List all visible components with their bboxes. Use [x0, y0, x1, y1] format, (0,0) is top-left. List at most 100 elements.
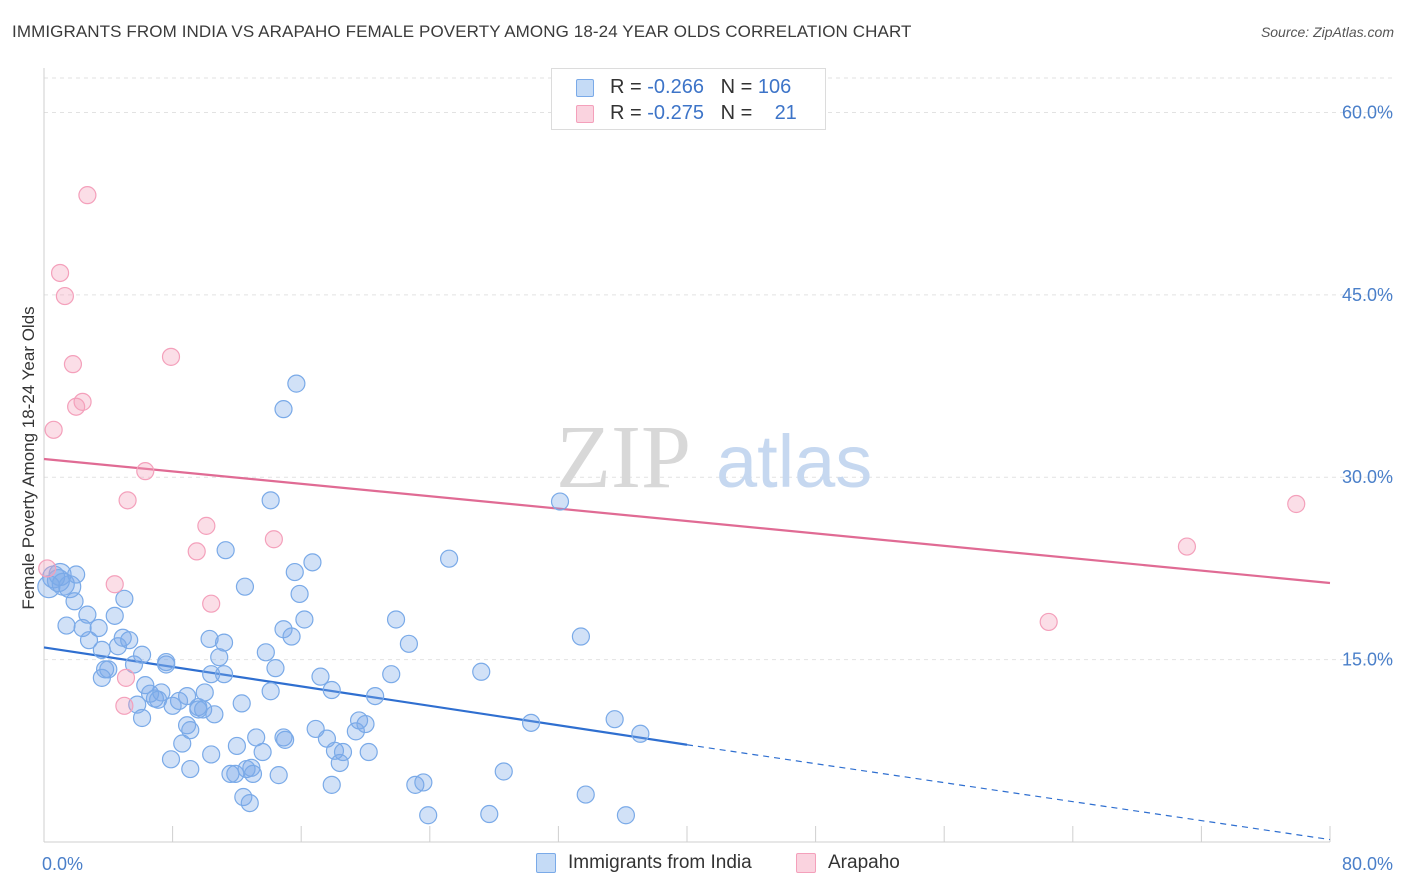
- point-india-35: [161, 750, 181, 769]
- legend-swatch-arapaho: [576, 105, 594, 123]
- point-india-25: [136, 676, 155, 695]
- point-india-39: [181, 759, 200, 779]
- point-india-63: [235, 577, 255, 596]
- point-india-18: [108, 637, 128, 656]
- point-india-84: [333, 742, 353, 762]
- legend-text-india: R = -0.266 N = 106: [610, 76, 792, 98]
- point-arapaho-17: [264, 530, 283, 549]
- point-india-74: [285, 562, 304, 582]
- legend-row-arapaho: R = -0.275 N = 21: [576, 102, 797, 126]
- tick-labels: 15.0% 30.0% 45.0% 60.0% 0.0% 80.0%: [42, 102, 1393, 874]
- point-india-45: [202, 665, 221, 684]
- point-arapaho-16: [202, 594, 221, 613]
- point-india-37: [177, 686, 197, 706]
- point-arapaho-12: [136, 462, 155, 481]
- point-india-104: [550, 492, 570, 511]
- point-arapaho-1: [44, 420, 63, 439]
- watermark-zip: ZIP: [556, 408, 691, 507]
- trend-lines: [43, 457, 1331, 841]
- point-arapaho-6: [73, 392, 92, 411]
- point-india-7: [57, 616, 76, 635]
- point-india-46: [200, 629, 219, 649]
- point-arapaho-14: [187, 542, 206, 561]
- point-india-102: [494, 762, 513, 781]
- x-tick-label-0: 0.0%: [42, 854, 83, 874]
- watermark-atlas: atlas: [716, 420, 872, 503]
- y-tick-label-15: 15.0%: [1342, 650, 1393, 670]
- trend-line-india: [43, 646, 688, 746]
- series-legend-arapaho: Arapaho: [796, 852, 936, 876]
- point-india-86: [287, 374, 306, 393]
- point-india-8: [65, 592, 84, 611]
- point-arapaho-13: [161, 347, 181, 366]
- point-arapaho-2: [50, 263, 70, 283]
- point-india-6: [67, 565, 86, 584]
- point-india-44: [195, 683, 214, 702]
- point-india-67: [261, 682, 280, 701]
- point-india-103: [521, 713, 541, 732]
- point-india-66: [261, 491, 280, 510]
- point-india-77: [303, 553, 322, 572]
- point-india-91: [366, 686, 385, 706]
- point-india-40: [181, 721, 200, 740]
- point-india-32: [157, 652, 176, 672]
- point-india-43: [189, 700, 208, 719]
- point-arapaho-9: [115, 696, 134, 715]
- series-label-india: Immigrants from India: [568, 852, 752, 873]
- point-india-3: [48, 562, 72, 587]
- point-arapaho-8: [105, 575, 124, 594]
- point-arapaho-7: [78, 186, 97, 205]
- point-india-10: [79, 631, 99, 650]
- watermark: ZIP atlas: [556, 408, 872, 507]
- point-india-15: [99, 660, 118, 679]
- point-india-69: [269, 766, 288, 785]
- point-india-49: [210, 648, 229, 667]
- point-arapaho-18: [1039, 612, 1058, 632]
- point-india-97: [414, 773, 433, 792]
- point-india-100: [472, 662, 491, 681]
- point-india-23: [128, 695, 147, 714]
- point-india-71: [276, 730, 295, 749]
- point-india-24: [132, 708, 152, 728]
- point-india-20: [120, 631, 139, 650]
- point-india-81: [322, 680, 341, 700]
- point-india-60: [243, 764, 263, 784]
- point-india-17: [105, 606, 124, 625]
- point-india-21: [115, 589, 134, 608]
- trend-line-arapaho: [43, 457, 1331, 585]
- point-arapaho-11: [118, 491, 137, 510]
- point-india-101: [480, 804, 499, 824]
- point-arapaho-20: [1287, 494, 1306, 514]
- point-arapaho-4: [63, 355, 83, 374]
- y-tick-label-45: 45.0%: [1342, 285, 1393, 305]
- trend-line-india-extension: [686, 744, 1331, 841]
- point-india-95: [399, 634, 419, 653]
- point-india-79: [311, 667, 330, 686]
- y-axis-label: Female Poverty Among 18-24 Year Olds: [19, 306, 38, 609]
- point-arapaho-19: [1177, 537, 1197, 556]
- data-points: [37, 186, 1306, 825]
- point-india-85: [322, 775, 341, 794]
- source-label: Source: ZipAtlas.com: [1260, 24, 1394, 40]
- point-india-38: [177, 716, 197, 735]
- point-india-98: [419, 806, 438, 825]
- legend-swatch-india: [576, 79, 594, 97]
- point-india-65: [256, 643, 275, 662]
- point-india-57: [240, 793, 259, 813]
- point-india-83: [330, 753, 349, 773]
- point-india-64: [216, 541, 235, 560]
- point-india-107: [605, 710, 624, 729]
- point-arapaho-10: [116, 668, 136, 687]
- point-india-99: [439, 549, 459, 568]
- legend-row-india: R = -0.266 N = 106: [576, 76, 791, 100]
- point-india-51: [214, 665, 234, 684]
- point-india-88: [346, 722, 365, 741]
- point-india-62: [253, 742, 272, 762]
- x-tick-label-80: 80.0%: [1342, 854, 1393, 874]
- point-india-92: [356, 714, 375, 734]
- point-arapaho-0: [38, 559, 57, 578]
- chart-title: IMMIGRANTS FROM INDIA VS ARAPAHO FEMALE …: [12, 22, 912, 41]
- point-india-94: [386, 610, 406, 629]
- point-india-106: [576, 785, 595, 804]
